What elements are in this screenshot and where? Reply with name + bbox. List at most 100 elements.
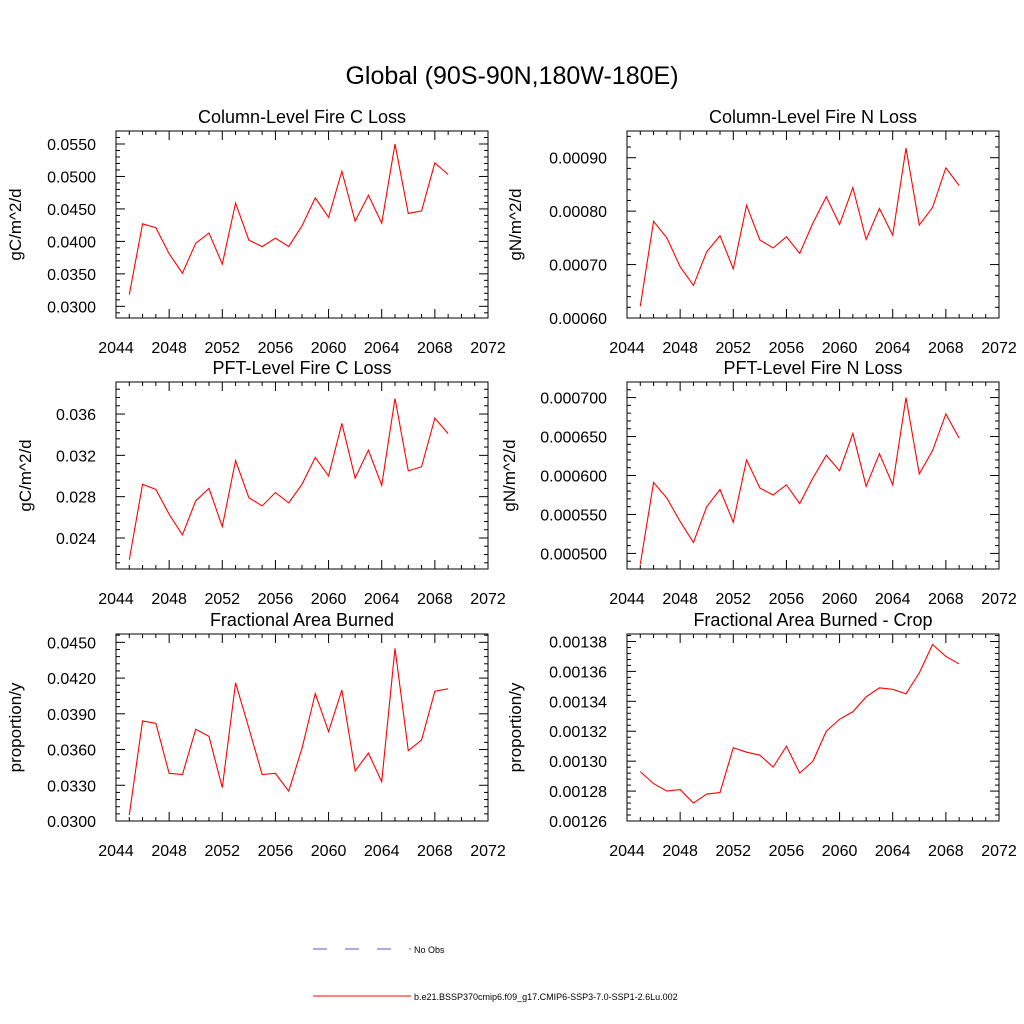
- y-tick-label: 0.00134: [549, 694, 607, 711]
- x-tick-label: 2048: [151, 340, 187, 357]
- y-tick-label: 0.0350: [47, 267, 96, 284]
- series-line: [639, 643, 960, 804]
- y-tick-label: 0.00090: [549, 151, 607, 168]
- panel-fractional-area-burned: Fractional Area Burned 2044 2048 2052 2056 20…: [6, 610, 506, 860]
- x-tick-label: 2056: [258, 843, 294, 860]
- x-tick-label: 2052: [715, 843, 751, 860]
- y-tick-label: 0.028: [56, 490, 96, 507]
- x-tick-label: 2056: [769, 340, 805, 357]
- y-tick-label: 0.0450: [47, 635, 96, 652]
- y-axis-label: gN/m^2/d: [500, 439, 519, 511]
- x-tick-label: 2064: [875, 591, 911, 608]
- series-line: [128, 398, 449, 560]
- plot-frame: [115, 633, 489, 822]
- x-tick-label: 2052: [204, 843, 240, 860]
- y-tick-label: 0.0330: [47, 778, 96, 795]
- x-tick-label: 2052: [715, 591, 751, 608]
- y-tick-label: 0.024: [56, 531, 96, 548]
- y-tick-label: 0.00080: [549, 204, 607, 221]
- x-tick-label: 2048: [151, 843, 187, 860]
- x-tick-label: 2068: [928, 591, 964, 608]
- y-tick-label: 0.000600: [540, 469, 607, 486]
- x-tick-label: 2068: [417, 591, 453, 608]
- x-tick-label: 2052: [204, 340, 240, 357]
- plot-frame: [115, 130, 489, 319]
- y-tick-label: 0.00132: [549, 724, 607, 741]
- panels: Column-Level Fire C Loss 2044 2048 2052 2056…: [6, 107, 1017, 860]
- x-tick-label: 2048: [662, 340, 698, 357]
- x-tick-label: 2048: [662, 843, 698, 860]
- panel-pft-fire-c-loss: PFT-Level Fire C Loss 2044 2048 2052 2056 206…: [16, 358, 506, 608]
- figure-title: Global (90S-90N,180W-180E): [345, 62, 678, 90]
- panel-title: Column-Level Fire C Loss: [198, 107, 406, 127]
- y-tick-label: 0.036: [56, 407, 96, 424]
- panel-title: PFT-Level Fire C Loss: [212, 358, 391, 378]
- panel-title: Fractional Area Burned: [210, 610, 394, 630]
- x-tick-label: 2044: [98, 340, 134, 357]
- y-tick-label: 0.0500: [47, 169, 96, 186]
- panel-column-fire-n-loss: Column-Level Fire N Loss 2044 2048 2052 2056…: [506, 107, 1017, 357]
- legend-label-no-obs: No Obs: [414, 945, 445, 955]
- x-tick-label: 2060: [311, 591, 347, 608]
- series-line: [128, 648, 449, 816]
- y-tick-label: 0.000650: [540, 430, 607, 447]
- x-tick-label: 2072: [470, 340, 506, 357]
- y-tick-label: 0.0300: [47, 299, 96, 316]
- x-tick-label: 2064: [875, 340, 911, 357]
- x-tick-label: 2056: [258, 340, 294, 357]
- x-tick-label: 2068: [928, 340, 964, 357]
- x-tick-label: 2072: [981, 340, 1017, 357]
- x-tick-label: 2068: [417, 843, 453, 860]
- panel-column-fire-c-loss: Column-Level Fire C Loss 2044 2048 2052 2056…: [6, 107, 506, 357]
- x-tick-label: 2064: [364, 340, 400, 357]
- y-tick-label: 0.00136: [549, 664, 607, 681]
- y-tick-label: 0.00060: [549, 311, 607, 328]
- panel-title: PFT-Level Fire N Loss: [723, 358, 902, 378]
- y-tick-label: 0.00126: [549, 814, 607, 831]
- panel-pft-fire-n-loss: PFT-Level Fire N Loss 2044 2048 2052 2056 206…: [500, 358, 1017, 608]
- x-tick-label: 2044: [98, 591, 134, 608]
- x-tick-label: 2044: [609, 340, 645, 357]
- x-tick-label: 2064: [364, 591, 400, 608]
- x-tick-label: 2056: [258, 591, 294, 608]
- y-tick-label: 0.0400: [47, 234, 96, 251]
- y-tick-label: 0.0550: [47, 137, 96, 154]
- x-tick-label: 2072: [981, 843, 1017, 860]
- y-tick-label: 0.0450: [47, 202, 96, 219]
- y-tick-label: 0.00138: [549, 634, 607, 651]
- x-tick-label: 2060: [822, 340, 858, 357]
- y-axis-label: proportion/y: [506, 682, 525, 772]
- series-line: [639, 397, 960, 565]
- x-tick-label: 2068: [928, 843, 964, 860]
- x-tick-label: 2072: [981, 591, 1017, 608]
- y-tick-label: 0.000500: [540, 546, 607, 563]
- y-tick-label: 0.032: [56, 448, 96, 465]
- panel-title: Column-Level Fire N Loss: [709, 107, 917, 127]
- x-tick-label: 2060: [822, 843, 858, 860]
- panel-title: Fractional Area Burned - Crop: [693, 610, 932, 630]
- x-tick-label: 2044: [609, 591, 645, 608]
- plot-frame: [626, 130, 1000, 319]
- y-tick-label: 0.0360: [47, 743, 96, 760]
- x-tick-label: 2044: [609, 843, 645, 860]
- series-line: [128, 143, 449, 295]
- y-tick-label: 0.00130: [549, 754, 607, 771]
- y-tick-label: 0.0390: [47, 707, 96, 724]
- y-tick-label: 0.00128: [549, 784, 607, 801]
- y-axis-label: gN/m^2/d: [506, 188, 525, 260]
- y-tick-label: 0.0300: [47, 814, 96, 831]
- y-tick-label: 0.00070: [549, 258, 607, 275]
- x-tick-label: 2044: [98, 843, 134, 860]
- plot-frame: [626, 381, 1000, 570]
- x-tick-label: 2048: [151, 591, 187, 608]
- y-axis-label: gC/m^2/d: [6, 188, 25, 260]
- x-tick-label: 2060: [822, 591, 858, 608]
- x-tick-label: 2052: [204, 591, 240, 608]
- x-tick-label: 2064: [364, 843, 400, 860]
- x-tick-label: 2056: [769, 843, 805, 860]
- x-tick-label: 2060: [311, 843, 347, 860]
- y-axis-label: proportion/y: [6, 682, 25, 772]
- x-tick-label: 2056: [769, 591, 805, 608]
- y-tick-label: 0.000550: [540, 507, 607, 524]
